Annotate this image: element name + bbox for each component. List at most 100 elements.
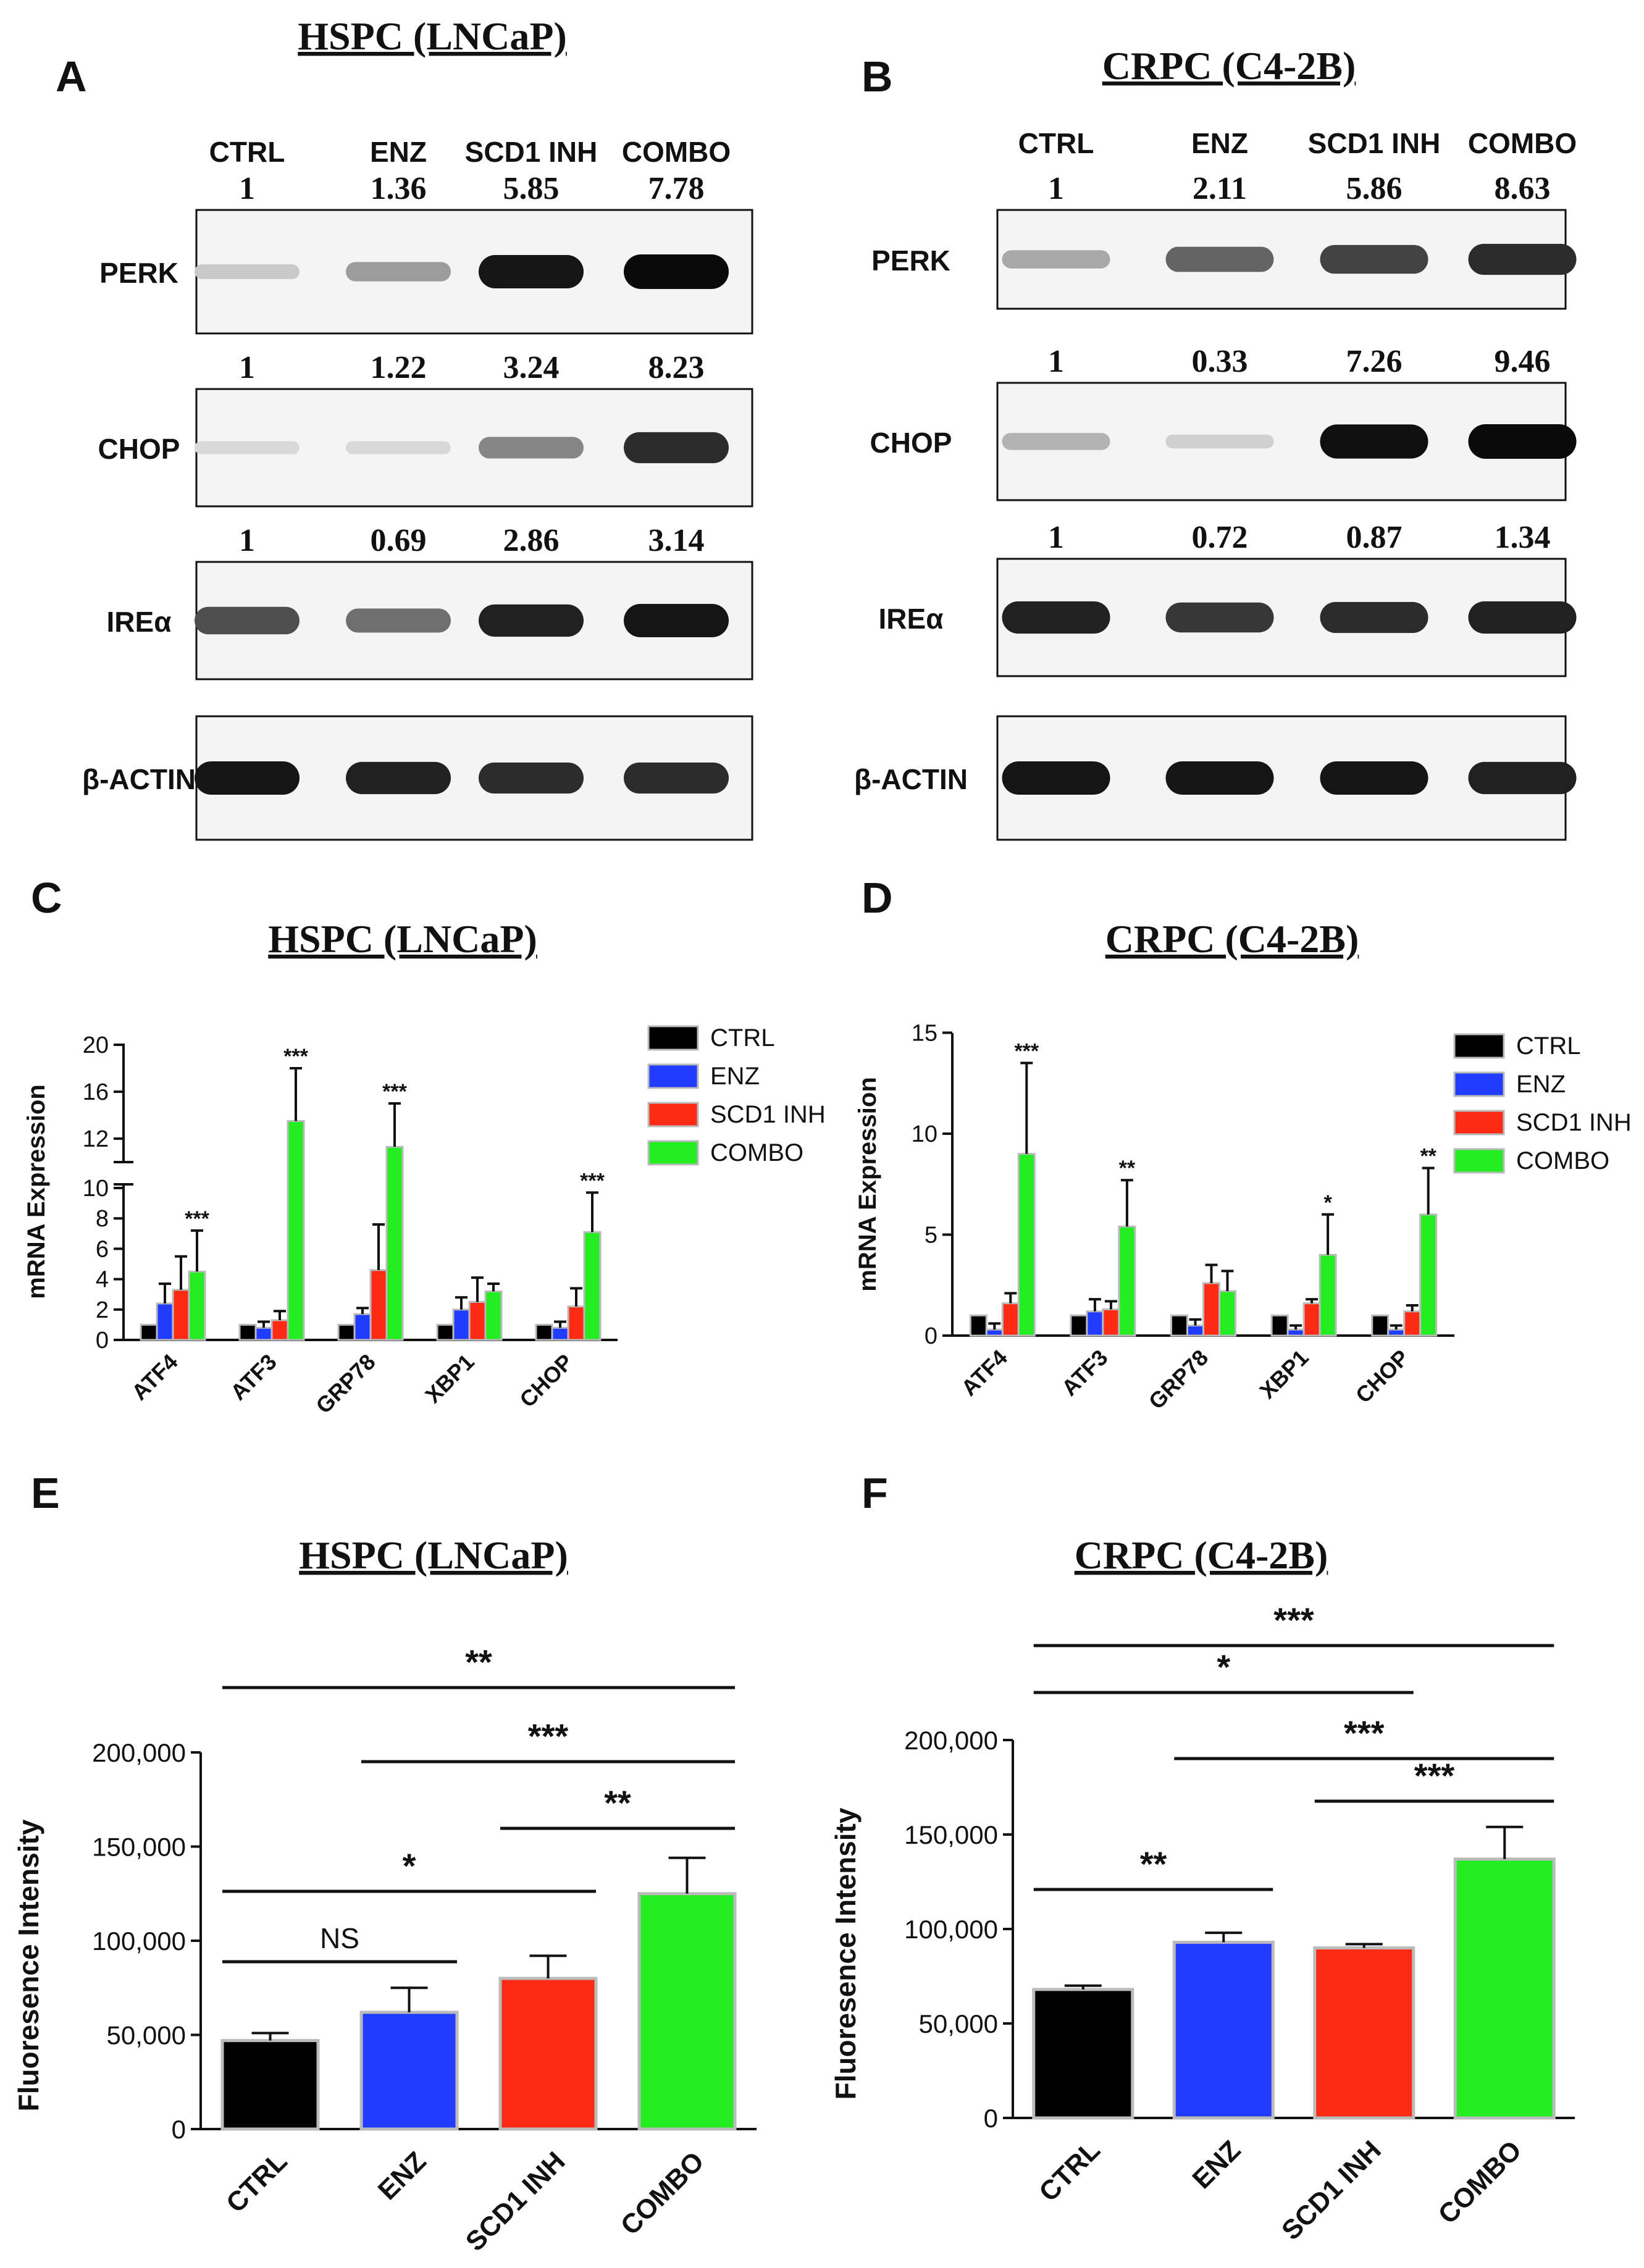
western-blot-panel-a: CTRL ENZ SCD1 INH COMBO 1 1.36 5.85 7.78 PERK 1 1.… bbox=[82, 136, 753, 841]
panel-letter-b: B bbox=[862, 52, 893, 101]
panel-title-e: HSPC (LNCaP) bbox=[299, 1533, 568, 1577]
comparison-label-1: *** bbox=[1414, 1756, 1455, 1795]
band-perk-combo bbox=[624, 254, 729, 289]
bar-ctrl bbox=[220, 2039, 320, 2131]
comparison-label-4: ** bbox=[465, 1642, 492, 1681]
x-tick-label-scd1-inh: SCD1 INH bbox=[1276, 2135, 1387, 2246]
bar-atf4-combo bbox=[188, 1270, 206, 1341]
band-ire-combo bbox=[1468, 601, 1577, 634]
significance-atf4: *** bbox=[185, 1207, 209, 1231]
fluorescence-chart-panel-f: Fluoresence Intensity 0 50,000 100,000 150,0… bbox=[829, 1601, 1575, 2246]
x-tick-label-grp78: GRP78 bbox=[1144, 1345, 1213, 1414]
comparison-label-3: *** bbox=[528, 1717, 569, 1755]
ratio-ire-combo: 3.14 bbox=[648, 523, 705, 558]
ratio-chop-enz: 1.22 bbox=[371, 350, 427, 385]
band-actin-ctrl bbox=[1002, 761, 1110, 795]
bar-atf3-ctrl bbox=[238, 1323, 257, 1341]
ratio-ire-ctrl: 1 bbox=[239, 523, 255, 558]
comparison-label-4: *** bbox=[1273, 1601, 1314, 1639]
lane-label-enz: ENZ bbox=[1191, 127, 1248, 159]
x-tick-label-combo: COMBO bbox=[1432, 2135, 1527, 2230]
band-chop-scd1-inh bbox=[479, 437, 584, 459]
panel-letter-a: A bbox=[56, 52, 87, 101]
band-chop-enz bbox=[1165, 434, 1274, 449]
significance-chop: ** bbox=[1420, 1145, 1436, 1168]
lane-label-scd1-inh: SCD1 INH bbox=[465, 136, 598, 168]
x-tick-label-atf4: ATF4 bbox=[956, 1345, 1012, 1401]
ratio-ire-ctrl: 1 bbox=[1048, 520, 1064, 555]
bar-atf4-combo bbox=[1017, 1153, 1036, 1337]
legend-label-scd1-inh: SCD1 INH bbox=[710, 1101, 826, 1128]
significance-chop: *** bbox=[580, 1169, 605, 1192]
x-tick-label-scd1-inh: SCD1 INH bbox=[460, 2146, 571, 2257]
legend-label-combo: COMBO bbox=[1516, 1147, 1609, 1174]
legend-label-ctrl: CTRL bbox=[1516, 1032, 1580, 1060]
x-tick-label-atf3: ATF3 bbox=[225, 1349, 282, 1405]
band-ire-combo bbox=[624, 603, 729, 638]
y-axis-label: mRNA Expression bbox=[854, 1077, 881, 1292]
panel-letter-f: F bbox=[862, 1469, 888, 1517]
lane-label-combo: COMBO bbox=[622, 136, 731, 168]
bar-atf3-scd1-inh bbox=[1102, 1308, 1120, 1337]
legend-label-combo: COMBO bbox=[710, 1139, 803, 1166]
x-tick-label-ctrl: CTRL bbox=[1033, 2135, 1106, 2207]
y-tick-label-15: 15 bbox=[912, 1021, 937, 1047]
x-tick-label-atf4: ATF4 bbox=[127, 1349, 183, 1405]
legend-swatch-scd1-inh bbox=[647, 1102, 699, 1128]
y-tick-label-1: 50,000 bbox=[107, 2021, 186, 2050]
y-tick-label-1: 50,000 bbox=[919, 2009, 998, 2038]
bar-xbp1-ctrl bbox=[436, 1323, 455, 1341]
ratio-perk-enz: 1.36 bbox=[371, 171, 427, 206]
legend-label-ctrl: CTRL bbox=[710, 1024, 774, 1052]
bar-chop-scd1-inh bbox=[567, 1305, 585, 1341]
lane-label-combo: COMBO bbox=[1468, 127, 1577, 159]
bar-xbp1-combo bbox=[484, 1290, 503, 1341]
band-ire-enz bbox=[346, 608, 451, 633]
ratio-perk-combo: 7.78 bbox=[648, 171, 705, 206]
y-axis-label: mRNA Expression bbox=[23, 1084, 50, 1299]
y-tick-label-8: 8 bbox=[96, 1206, 109, 1232]
bar-ctrl bbox=[1032, 1988, 1134, 2120]
bar-atf3-scd1-inh bbox=[271, 1319, 289, 1341]
bar-combo bbox=[1453, 1857, 1556, 2120]
bar-combo bbox=[637, 1892, 737, 2131]
band-perk-scd1-inh bbox=[479, 254, 584, 289]
bar-grp78-combo bbox=[385, 1145, 404, 1341]
bar-scd1-inh bbox=[498, 1977, 598, 2131]
band-ire-scd1-inh bbox=[479, 604, 584, 637]
y-tick-label-0: 0 bbox=[984, 2104, 998, 2133]
band-ire-scd1-inh bbox=[1320, 601, 1428, 634]
significance-xbp1: * bbox=[1323, 1191, 1332, 1215]
bar-atf3-enz bbox=[254, 1326, 273, 1341]
band-ire-ctrl bbox=[1002, 601, 1110, 634]
ratio-perk-scd1-inh: 5.85 bbox=[503, 171, 560, 206]
x-tick-label-grp78: GRP78 bbox=[311, 1349, 380, 1418]
band-chop-enz bbox=[346, 441, 451, 454]
band-perk-combo bbox=[1468, 243, 1577, 275]
bar-chop-enz bbox=[1387, 1328, 1406, 1337]
comparison-label-0: NS bbox=[320, 1922, 359, 1954]
ratio-perk-enz: 2.11 bbox=[1193, 171, 1247, 206]
panel-letter-c: C bbox=[31, 874, 62, 922]
bar-xbp1-combo bbox=[1319, 1253, 1337, 1337]
band-actin-combo bbox=[624, 762, 729, 794]
y-tick-label-16: 16 bbox=[83, 1079, 109, 1105]
band-perk-enz bbox=[1165, 246, 1274, 272]
band-perk-ctrl bbox=[1002, 250, 1110, 269]
bar-scd1-inh bbox=[1313, 1946, 1415, 2120]
x-tick-label-combo: COMBO bbox=[615, 2146, 710, 2241]
x-tick-label-enz: ENZ bbox=[372, 2146, 432, 2206]
bar-grp78-enz bbox=[353, 1313, 372, 1341]
y-tick-label-2: 100,000 bbox=[904, 1915, 998, 1944]
y-tick-label-6: 6 bbox=[96, 1236, 109, 1262]
band-chop-combo bbox=[624, 432, 729, 464]
band-actin-combo bbox=[1468, 761, 1577, 795]
band-perk-enz bbox=[346, 262, 451, 282]
legend-swatch-scd1-inh bbox=[1453, 1110, 1505, 1136]
x-tick-label-enz: ENZ bbox=[1186, 2135, 1246, 2195]
western-blot-panel-b: CTRL ENZ SCD1 INH COMBO 1 2.11 5.86 8.63 PERK 1 0.… bbox=[854, 127, 1577, 841]
comparison-label-2: *** bbox=[1344, 1714, 1385, 1752]
protein-label-actin: β-ACTIN bbox=[82, 763, 196, 795]
panel-title-b: CRPC (C4-2B) bbox=[1102, 44, 1356, 88]
